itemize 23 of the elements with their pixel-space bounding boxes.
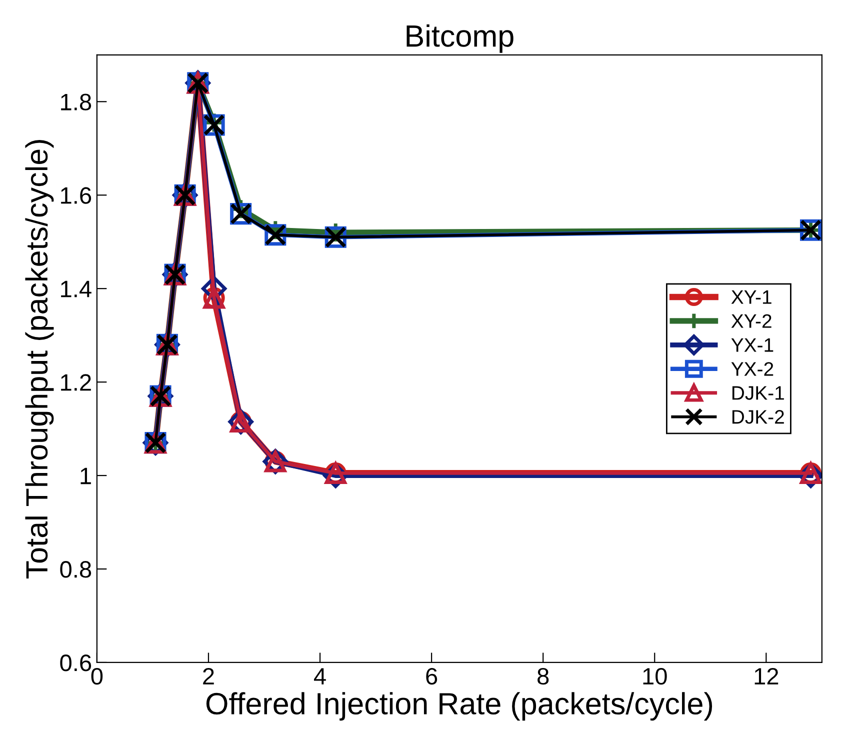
y-tick-label: 1.2 bbox=[61, 374, 91, 391]
y-tick-label: 1.8 bbox=[61, 94, 92, 110]
legend-label: DJK-1 bbox=[732, 386, 784, 400]
x-tick-label: 10 bbox=[643, 668, 667, 685]
y-tick-label: 0.8 bbox=[60, 561, 92, 578]
legend-label: XY-2 bbox=[731, 314, 772, 328]
x-axis-title: Offered Injection Rate (packets/cycle) bbox=[206, 692, 712, 721]
x-tick-label: 8 bbox=[538, 668, 549, 685]
legend-label: DJK-2 bbox=[732, 410, 784, 424]
x-tick-label: 0 bbox=[91, 668, 103, 685]
y-tick-label: 1 bbox=[80, 468, 91, 484]
y-axis-title: Total Throughput (packets/cycle) bbox=[25, 140, 54, 578]
legend-label: XY-1 bbox=[731, 290, 772, 304]
legend-label: YX-1 bbox=[731, 338, 774, 352]
y-tick-label: 1.4 bbox=[61, 280, 92, 298]
y-tick-label: 0.6 bbox=[60, 654, 92, 672]
chart-title: Bitcomp bbox=[406, 24, 514, 53]
y-tick-label: 1.6 bbox=[61, 187, 92, 204]
x-tick-label: 4 bbox=[314, 668, 326, 684]
x-tick-label: 12 bbox=[754, 668, 778, 684]
x-tick-label: 6 bbox=[426, 668, 438, 685]
x-tick-label: 2 bbox=[203, 668, 214, 684]
legend-label: YX-2 bbox=[731, 362, 774, 376]
